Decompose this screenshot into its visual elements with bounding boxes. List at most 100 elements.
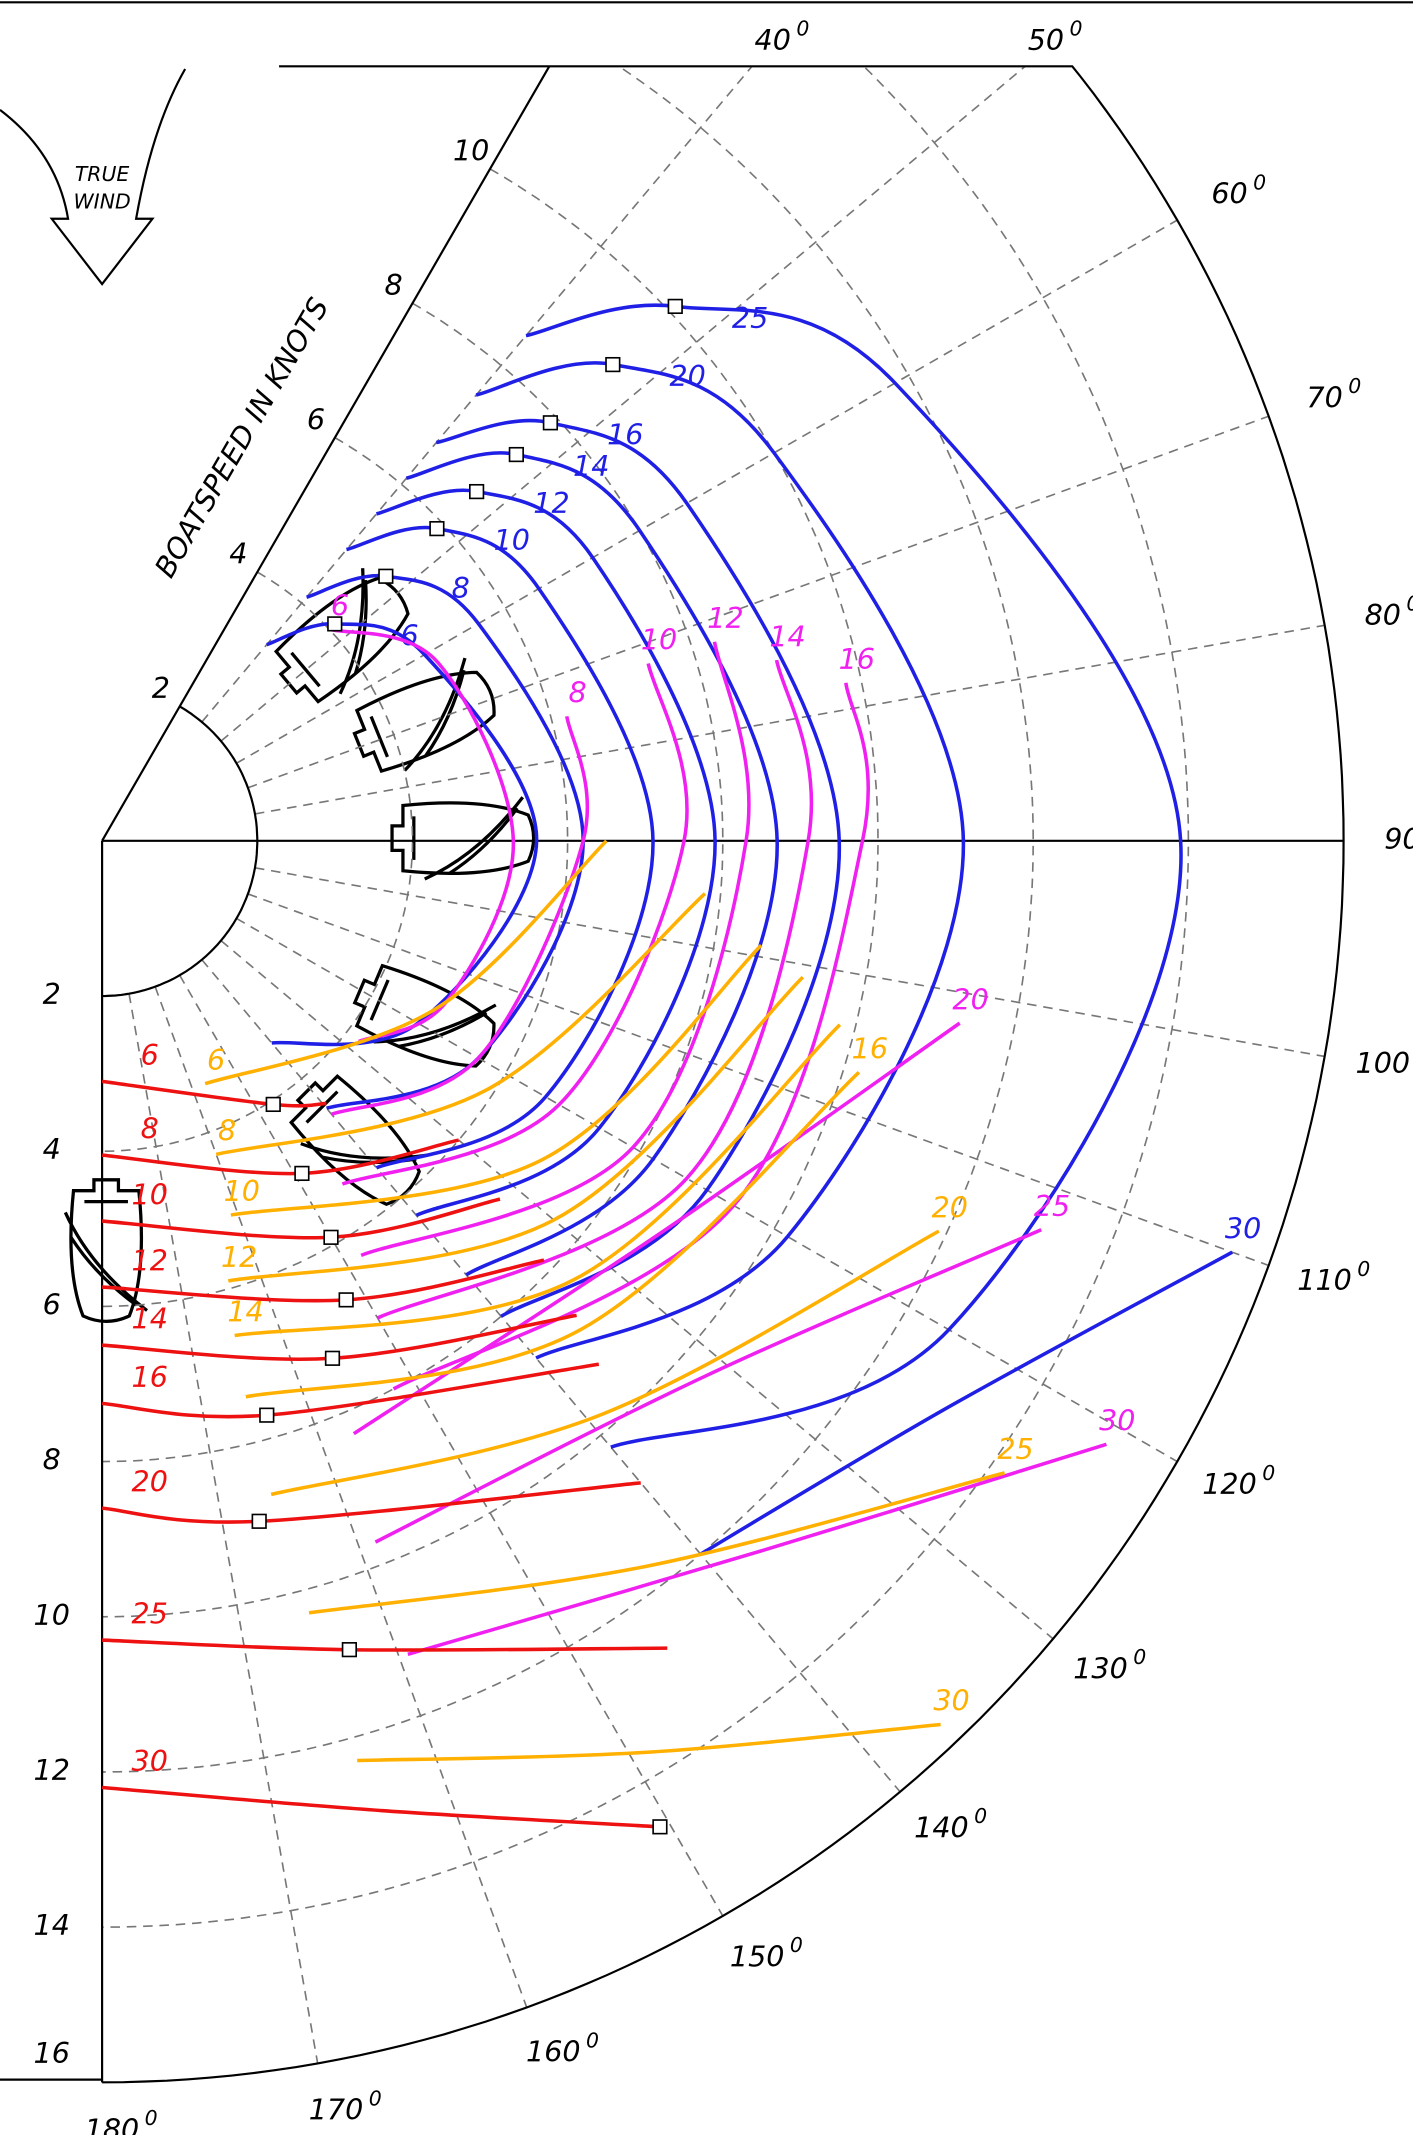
target-marker — [341, 1642, 357, 1658]
polar-curve — [234, 1023, 842, 1338]
target-marker — [469, 483, 485, 500]
polar-curve — [230, 943, 763, 1217]
series-label: 16 — [852, 1031, 888, 1065]
series-label: 14 — [132, 1302, 168, 1336]
r-tick-label: 8 — [385, 268, 403, 302]
series-label: 8 — [141, 1112, 159, 1146]
polar-curve — [699, 1250, 1234, 1556]
grid-arc — [102, 571, 414, 1153]
grid-radial — [254, 624, 1325, 815]
series-label: 30 — [132, 1744, 168, 1778]
degree-mark: 0 — [796, 17, 809, 41]
series-label: 6 — [331, 588, 349, 622]
target-marker — [542, 415, 559, 431]
grid-radial — [236, 219, 1178, 764]
series-label: 16 — [839, 642, 875, 676]
polar-curve — [101, 1785, 661, 1829]
theta-tick-value: 50 — [1028, 23, 1064, 57]
theta-tick-label: 40 0 — [755, 17, 810, 57]
series-label: 20 — [952, 982, 988, 1016]
theta-tick-label: 50 0 — [1028, 17, 1083, 57]
frame-edge — [101, 65, 551, 842]
target-marker — [324, 1350, 341, 1366]
target-marker — [251, 1513, 267, 1529]
theta-tick-value: 180 — [85, 2112, 140, 2135]
target-marker — [259, 1407, 275, 1423]
theta-tick-value: 40 — [755, 23, 791, 57]
boat — [342, 652, 508, 785]
theta-tick-value: 120 — [1202, 1467, 1257, 1501]
series-label: 30 — [933, 1684, 969, 1718]
target-marker — [429, 521, 445, 537]
polar-curve — [330, 715, 590, 1116]
degree-mark: 0 — [1253, 170, 1266, 194]
wind-label: TRUE — [75, 162, 130, 186]
series-label: 30 — [1225, 1211, 1261, 1245]
grid-radial — [247, 415, 1269, 789]
theta-tick-value: 140 — [914, 1810, 969, 1844]
target-marker — [652, 1819, 668, 1835]
polar-curve — [357, 1722, 941, 1763]
theta-tick-label: 1000 — [1356, 1040, 1413, 1080]
series-label: 12 — [707, 601, 743, 635]
r-tick-label: 12 — [34, 1753, 70, 1787]
series-label: 10 — [641, 623, 677, 657]
series-label: 14 — [769, 619, 805, 653]
polar-curve — [204, 839, 608, 1086]
series-label: 20 — [932, 1190, 968, 1224]
degree-mark: 0 — [145, 2106, 158, 2130]
series-label: 14 — [573, 449, 609, 483]
r-tick-label: 2 — [43, 977, 61, 1011]
polar-curve — [101, 1481, 641, 1524]
r-tick-label: 6 — [307, 402, 325, 436]
r-tick-label: 10 — [34, 1598, 70, 1632]
polar-curve — [270, 1229, 940, 1497]
theta-tick-label: 70 0 — [1306, 374, 1361, 414]
polar-curve — [227, 975, 805, 1283]
degree-mark: 0 — [1406, 592, 1413, 616]
theta-tick-label: 120 0 — [1202, 1461, 1275, 1501]
grid-radial — [247, 893, 1269, 1267]
theta-tick-value: 170 — [309, 2093, 364, 2127]
polar-curve — [245, 1070, 861, 1399]
theta-tick-label: 130 0 — [1073, 1645, 1146, 1685]
series-label: 25 — [1034, 1189, 1070, 1223]
degree-mark: 0 — [369, 2086, 382, 2110]
degree-mark: 0 — [1070, 17, 1083, 41]
r-tick-label: 10 — [453, 134, 489, 168]
series-label: 10 — [132, 1178, 168, 1212]
series-label: 16 — [132, 1360, 168, 1394]
r-tick-label: 16 — [34, 2036, 70, 2070]
target-marker — [667, 298, 683, 315]
degree-mark: 0 — [790, 1933, 803, 1957]
series-label: 8 — [569, 676, 587, 710]
polar-curve — [392, 682, 871, 1391]
series-label: 12 — [221, 1240, 257, 1274]
target-marker — [338, 1292, 354, 1308]
series-label: 8 — [452, 571, 470, 605]
degree-mark: 0 — [1357, 1257, 1370, 1281]
grid-arc — [102, 168, 879, 1618]
r-tick-label: 2 — [152, 671, 170, 705]
grid-arc — [102, 66, 1190, 1928]
grid-radial — [128, 993, 319, 2064]
target-marker — [294, 1165, 310, 1182]
target-marker — [378, 568, 394, 584]
degree-mark: 0 — [1262, 1461, 1275, 1485]
grid-arc — [102, 302, 724, 1463]
series-label: 25 — [997, 1432, 1033, 1466]
polar-curve — [308, 1471, 1006, 1615]
polar-curve — [102, 1258, 545, 1303]
polar-curve — [101, 1079, 327, 1108]
polar-curve — [376, 659, 814, 1320]
theta-tick-value: 100 — [1356, 1046, 1411, 1080]
polar-curve — [215, 892, 707, 1157]
target-marker — [265, 1096, 281, 1113]
grid-arc — [102, 436, 569, 1308]
series-label: 8 — [218, 1114, 236, 1148]
polar-curve — [328, 627, 516, 1044]
grid-arc — [102, 66, 1035, 1773]
polar-curve — [360, 641, 751, 1258]
degree-mark: 0 — [1348, 374, 1361, 398]
